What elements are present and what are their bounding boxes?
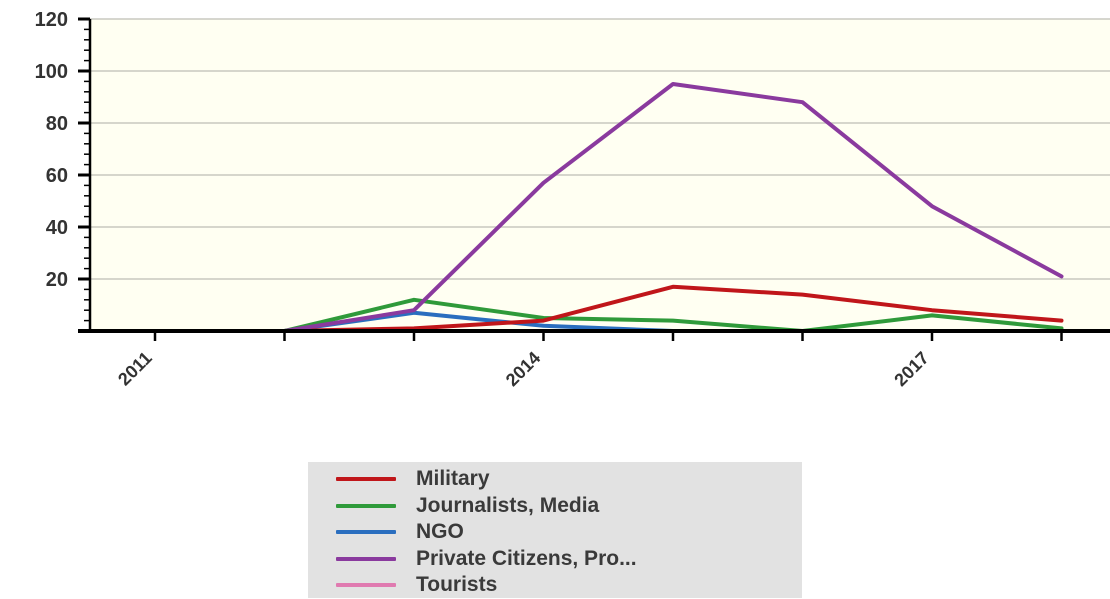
series-line-military [282, 284, 1064, 333]
legend-label: Military [416, 467, 490, 491]
legend-swatch [336, 503, 396, 508]
y-tick-label: 100 [35, 61, 68, 83]
gridlines [90, 18, 1110, 280]
legend-item[interactable]: Journalists, Media [308, 493, 802, 520]
y-tick-label: 120 [35, 9, 68, 31]
x-tick-label: 2011 [114, 348, 156, 390]
legend-label: NGO [416, 520, 464, 544]
legend-swatch [336, 556, 396, 561]
y-tick-label: 40 [46, 217, 68, 239]
legend-label: Journalists, Media [416, 493, 600, 517]
series-line-journalists-media [282, 297, 1064, 333]
y-tick-label: 80 [46, 113, 68, 135]
legend-swatch [336, 530, 396, 535]
x-tick-label: 2014 [502, 348, 544, 390]
legend-item[interactable]: Tourists [308, 572, 802, 599]
legend-label: Private Citizens, Pro... [416, 546, 637, 570]
y-tick-label: 60 [46, 165, 68, 187]
legend: Military Journalists, Media NGO Private Cit… [308, 462, 802, 598]
legend-item[interactable]: NGO [308, 519, 802, 546]
y-tick-label: 20 [46, 269, 68, 291]
line-chart: 20 40 60 80 100 120 2011 2014 2017 [35, 9, 1110, 390]
y-axis-ticks: 20 40 60 80 100 120 [35, 9, 90, 291]
x-axis-ticks: 2011 2014 2017 [114, 331, 1063, 390]
legend-swatch [336, 583, 396, 588]
legend-item[interactable]: Private Citizens, Pro... [308, 546, 802, 573]
legend-label: Tourists [416, 573, 498, 597]
legend-item[interactable]: Military [308, 466, 802, 493]
legend-swatch [336, 477, 396, 482]
x-tick-label: 2017 [890, 348, 932, 390]
series-line-private-citizens-pro [282, 82, 1064, 333]
